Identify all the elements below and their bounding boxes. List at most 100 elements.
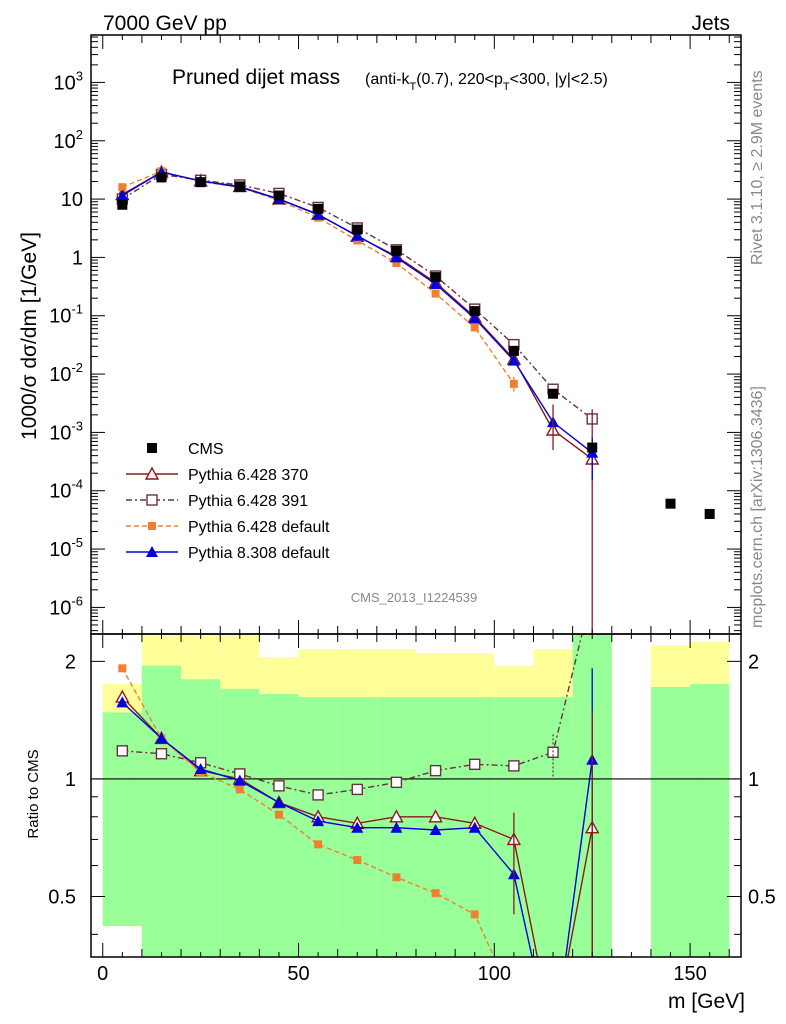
data-point: [313, 203, 324, 214]
y-tick-label: 10-6: [49, 593, 83, 619]
legend: CMS Pythia 6.428 370 Pythia 6.428 391 Pythi…: [126, 441, 330, 562]
axes: 0 50 100 150 10-6 10-5 10-4 10-3 10-2 10-1 1 10 102 1…: [48, 35, 776, 985]
data-point: [274, 810, 283, 819]
data-point: [430, 272, 441, 283]
data-point: [665, 498, 676, 509]
data-point: [391, 245, 402, 256]
stat-band: [102, 712, 142, 927]
data-point: [429, 824, 442, 836]
data-point: [118, 183, 127, 192]
data-point: [468, 821, 481, 833]
data-point: [470, 323, 479, 332]
data-point: [234, 181, 245, 192]
data-point: [116, 745, 129, 757]
data-point: [507, 354, 520, 366]
chart-title: Pruned dijet mass: [172, 66, 340, 89]
data-point: [312, 789, 324, 801]
legend-entry: Pythia 6.428 370: [126, 466, 308, 484]
data-point: [235, 785, 244, 794]
legend-label: Pythia 6.428 default: [188, 519, 330, 536]
series-line: [121, 171, 593, 454]
data-point: [390, 821, 403, 833]
data-point: [314, 840, 323, 849]
data-point: [155, 748, 168, 760]
data-point: [194, 763, 207, 775]
x-tick-label: 50: [287, 963, 309, 985]
y-tick-label: 10: [61, 189, 83, 211]
y-axis-label: 1000/σ dσ/dm [1/GeV]: [18, 232, 41, 440]
data-point: [147, 443, 157, 453]
data-point: [146, 546, 158, 557]
legend-label: Pythia 6.428 370: [188, 467, 308, 484]
legend-label: CMS: [188, 441, 224, 458]
legend-entry: Pythia 6.428 391: [126, 493, 308, 510]
ratio-line: [121, 667, 495, 957]
data-point: [468, 312, 481, 324]
y-tick-label: 1: [72, 247, 83, 269]
data-point: [469, 306, 480, 317]
x-tick-label: 0: [97, 963, 108, 985]
data-point: [392, 873, 401, 882]
series-line: [121, 173, 593, 420]
legend-entry: Pythia 8.308 default: [126, 545, 330, 562]
ratio-plot-area: [91, 634, 741, 957]
chart-subtitle: (anti-kT(0.7), 220<pT<300, |y|<2.5): [365, 71, 608, 93]
data-point: [508, 760, 520, 772]
header-right: Jets: [691, 12, 730, 35]
data-point: [469, 758, 481, 771]
header-left: 7000 GeV pp: [103, 12, 227, 35]
stat-band: [220, 688, 260, 957]
data-point: [273, 780, 285, 792]
data-point: [116, 189, 129, 201]
main-plot-title: Pruned dijet mass (anti-kT(0.7), 220<pT<…: [172, 66, 608, 93]
stat-band: [259, 693, 299, 957]
analysis-watermark: CMS_2013_I1224539: [351, 590, 478, 605]
data-point: [428, 809, 443, 823]
data-point: [146, 494, 158, 506]
data-point: [312, 208, 325, 220]
data-point: [470, 910, 479, 919]
data-point: [390, 251, 403, 263]
ratio-tick-label: 2: [65, 651, 76, 673]
data-point: [155, 732, 168, 744]
legend-label: Pythia 6.428 391: [188, 493, 308, 510]
data-point: [704, 508, 715, 519]
data-point: [392, 259, 401, 268]
x-tick-label: 150: [673, 963, 706, 985]
series-line: [122, 170, 515, 385]
data-point: [272, 796, 285, 808]
data-point: [273, 190, 284, 201]
data-point: [431, 889, 440, 898]
data-point: [390, 776, 403, 789]
data-point: [429, 278, 442, 290]
x-tick-label: 100: [478, 963, 511, 985]
data-point: [117, 199, 128, 210]
y-tick-label: 102: [54, 127, 83, 153]
y-tick-label: 10-2: [49, 360, 83, 386]
ratio-tick-label: 0.5: [748, 887, 776, 909]
rivet-label: Rivet 3.1.10, ≥ 2.9M events: [749, 70, 766, 265]
data-point: [312, 815, 325, 827]
data-point: [351, 783, 363, 796]
stat-band: [141, 665, 182, 957]
stat-band: [181, 679, 221, 957]
data-point: [431, 289, 440, 298]
data-point: [148, 522, 156, 530]
data-point: [351, 229, 364, 241]
data-point: [233, 774, 246, 786]
stat-band: [690, 684, 730, 957]
data-point: [351, 821, 364, 833]
stat-band: [298, 697, 338, 957]
data-point: [144, 466, 160, 480]
data-point: [587, 442, 598, 453]
data-point: [156, 172, 167, 183]
ratio-uncertainty-bands: [102, 634, 730, 957]
y-tick-label: 103: [54, 68, 83, 94]
ratio-tick-label: 1: [748, 769, 759, 791]
y-tick-label: 10-4: [49, 477, 83, 503]
legend-label: Pythia 8.308 default: [188, 545, 330, 562]
series-line: [121, 171, 593, 460]
ratio-tick-label: 2: [748, 651, 759, 673]
data-point: [353, 856, 362, 865]
